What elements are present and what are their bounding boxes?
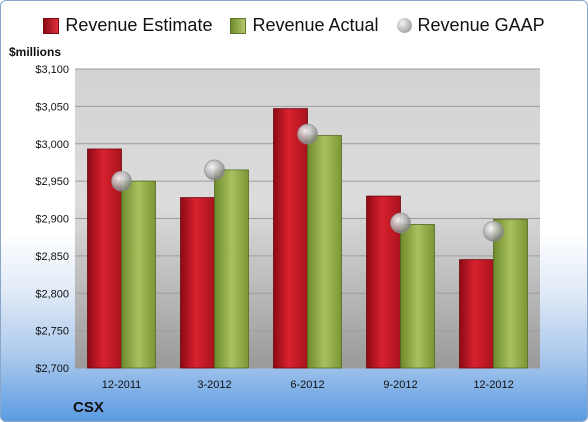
- bar-revenue-actual: [307, 135, 342, 369]
- legend-item-estimate: Revenue Estimate: [43, 15, 212, 36]
- y-tick-label: $2,750: [35, 326, 69, 338]
- y-tick-label: $3,100: [35, 64, 69, 76]
- bar-revenue-estimate: [180, 197, 215, 369]
- bar-revenue-actual: [121, 180, 156, 369]
- y-axis-ticks: $2,700 $2,750 $2,800 $2,850 $2,900 $2,950 $3,0…: [35, 64, 69, 375]
- legend: Revenue Estimate Revenue Actual Revenue …: [1, 15, 587, 36]
- marker-revenue-gaap: [111, 170, 132, 192]
- marker-revenue-gaap: [483, 220, 504, 242]
- bars: [87, 108, 528, 369]
- y-tick-label: $2,950: [35, 176, 69, 188]
- y-tick-label: $3,050: [35, 101, 69, 113]
- bar-revenue-actual: [493, 218, 528, 369]
- y-unit-label: $millions: [9, 45, 62, 59]
- legend-item-actual: Revenue Actual: [230, 15, 379, 36]
- marker-revenue-gaap: [390, 212, 411, 234]
- x-tick-label: 12-2011: [102, 379, 142, 391]
- x-tick-label: 12-2012: [473, 379, 513, 391]
- legend-label-actual: Revenue Actual: [252, 15, 379, 35]
- legend-label-estimate: Revenue Estimate: [65, 15, 213, 35]
- bar-revenue-estimate: [273, 108, 308, 369]
- legend-item-gaap: Revenue GAAP: [396, 15, 545, 36]
- legend-swatch-gaap: [396, 18, 412, 33]
- legend-label-gaap: Revenue GAAP: [417, 15, 545, 35]
- y-tick-label: $2,700: [35, 363, 69, 375]
- y-tick-label: $2,900: [35, 214, 69, 226]
- y-tick-label: $2,850: [35, 251, 69, 263]
- gaap-markers: [111, 123, 504, 242]
- legend-swatch-estimate: [43, 17, 60, 34]
- legend-swatch-actual: [230, 17, 247, 34]
- y-tick-label: $3,000: [35, 139, 69, 151]
- x-tick-label: 6-2012: [290, 379, 324, 391]
- y-tick-label: $2,800: [35, 288, 69, 300]
- x-tick-label: 3-2012: [197, 379, 231, 391]
- marker-revenue-gaap: [204, 159, 225, 181]
- bar-revenue-estimate: [459, 259, 494, 369]
- marker-revenue-gaap: [297, 123, 318, 145]
- bar-revenue-actual: [400, 224, 435, 369]
- bar-revenue-actual: [214, 169, 249, 369]
- x-tick-label: 9-2012: [383, 379, 417, 391]
- x-axis-ticks: 12-2011 3-2012 6-2012 9-2012 12-2012: [102, 379, 514, 391]
- ticker-label: CSX: [73, 399, 104, 416]
